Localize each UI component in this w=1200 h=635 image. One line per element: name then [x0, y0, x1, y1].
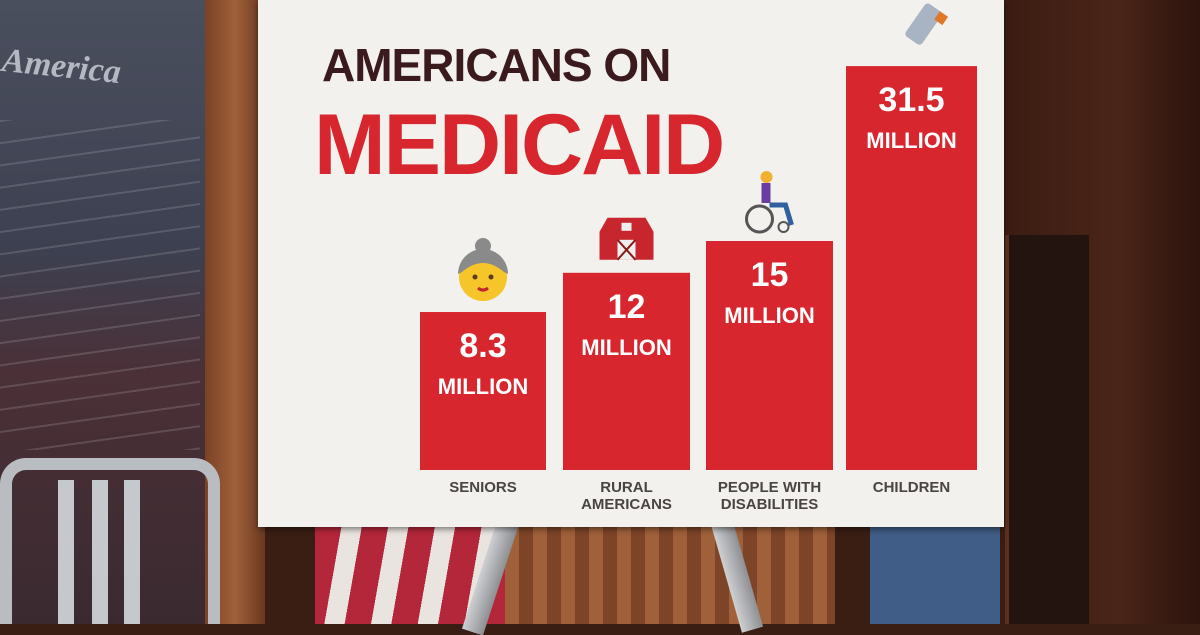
chair [0, 458, 220, 624]
bar-unit-label: MILLION [438, 374, 528, 399]
bar [706, 241, 833, 470]
baby-bottle-icon [905, 3, 949, 45]
banner-script-text [0, 120, 200, 450]
chart-subtitle: MEDICAID [314, 97, 725, 193]
bar-unit-label: MILLION [866, 128, 956, 153]
bar-unit-label: MILLION [581, 335, 671, 360]
banner-title: America [0, 41, 123, 92]
category-label: DISABILITIES [721, 496, 819, 513]
category-label: AMERICANS [581, 496, 672, 513]
older-woman-icon [458, 238, 508, 302]
bar-value-label: 12 [608, 288, 646, 326]
curtain [505, 527, 835, 624]
chart-title: AMERICANS ON [322, 39, 671, 91]
bar-value-label: 15 [751, 256, 789, 294]
category-label: RURAL [600, 479, 653, 496]
chair-slat [92, 480, 108, 624]
chair-slat [58, 480, 74, 624]
doorway [1005, 235, 1089, 624]
blue-wall [870, 527, 1000, 624]
category-label: CHILDREN [873, 479, 951, 496]
bar-chart: 8.3 MILLION SENIORS 12 MILLION RURALAMERICANS… [420, 3, 977, 513]
bar-value-label: 31.5 [878, 81, 944, 119]
bar [563, 272, 690, 470]
chair-slat [124, 480, 140, 624]
medicaid-poster: AMERICANS ON MEDICAID 8.3 MILLION SENIORS 1… [258, 0, 1004, 527]
bar [420, 312, 546, 470]
category-label: PEOPLE WITH [718, 479, 821, 496]
bar [846, 66, 977, 470]
barn-icon [599, 217, 654, 261]
category-label: SENIORS [449, 479, 517, 496]
bar-unit-label: MILLION [724, 303, 814, 328]
bar-value-label: 8.3 [459, 327, 506, 365]
person-in-wheelchair-icon [745, 171, 794, 234]
